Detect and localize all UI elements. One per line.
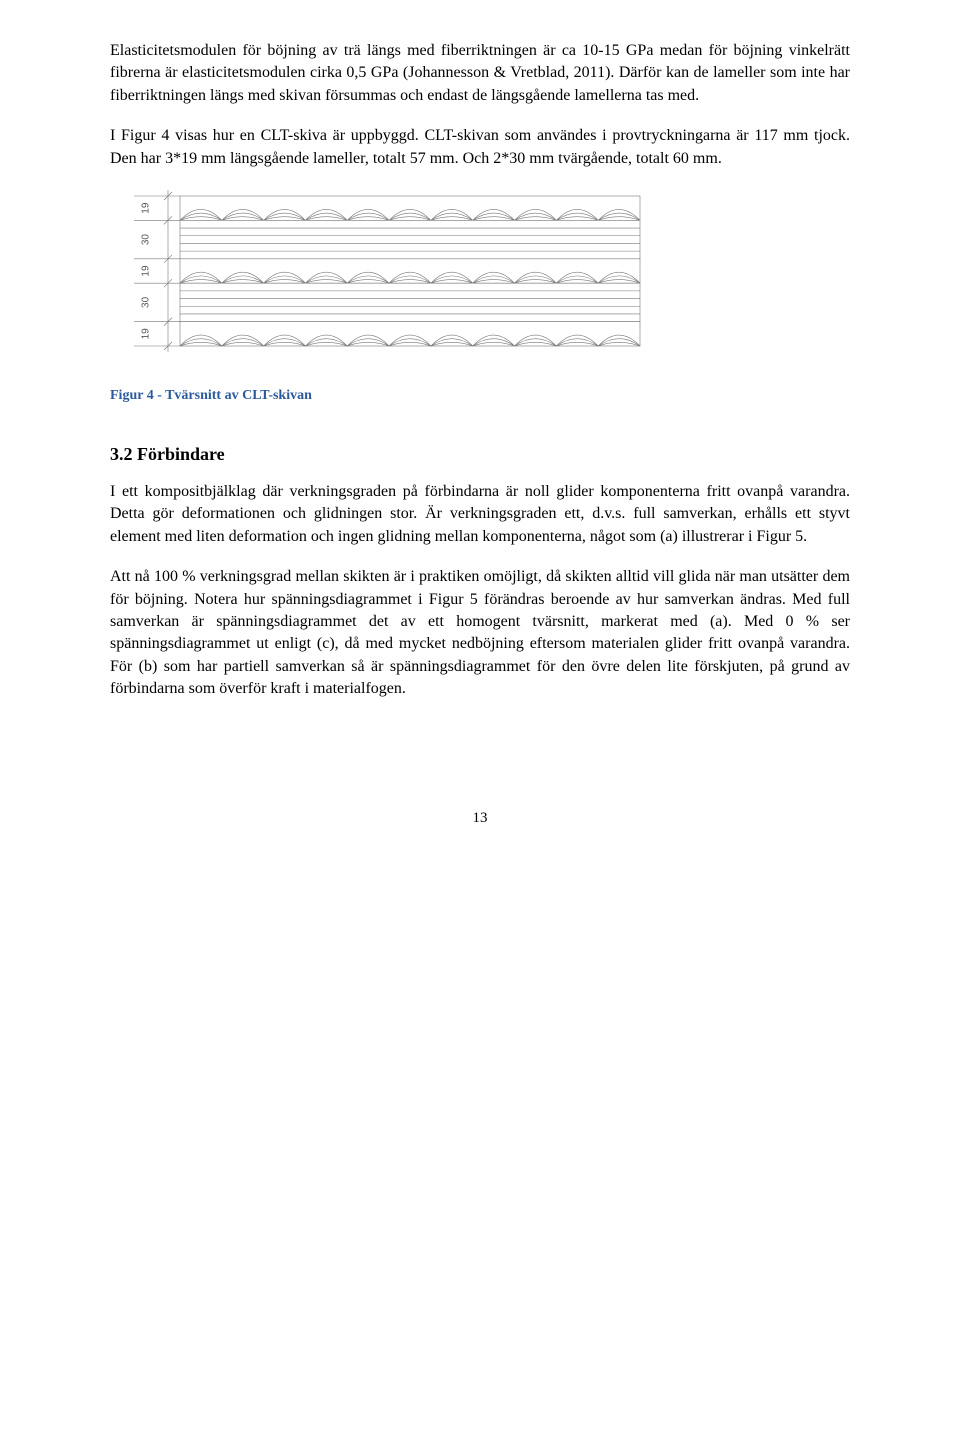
paragraph-2: I Figur 4 visas hur en CLT-skiva är uppb… xyxy=(110,125,850,170)
figure-4: 19 30 19 30 19 xyxy=(110,188,850,358)
svg-text:30: 30 xyxy=(141,234,152,246)
svg-text:30: 30 xyxy=(141,296,152,308)
paragraph-4: Att nå 100 % verkningsgrad mellan skikte… xyxy=(110,566,850,700)
clt-cross-section-svg: 19 30 19 30 19 xyxy=(110,188,670,358)
svg-text:19: 19 xyxy=(141,265,152,277)
svg-text:19: 19 xyxy=(141,328,152,340)
page-number: 13 xyxy=(110,810,850,827)
figure-4-caption: Figur 4 - Tvärsnitt av CLT-skivan xyxy=(110,388,850,404)
paragraph-3: I ett kompositbjälklag där verkningsgrad… xyxy=(110,481,850,548)
section-3-2-heading: 3.2 Förbindare xyxy=(110,444,850,465)
paragraph-1: Elasticitetsmodulen för böjning av trä l… xyxy=(110,40,850,107)
svg-text:19: 19 xyxy=(141,202,152,214)
